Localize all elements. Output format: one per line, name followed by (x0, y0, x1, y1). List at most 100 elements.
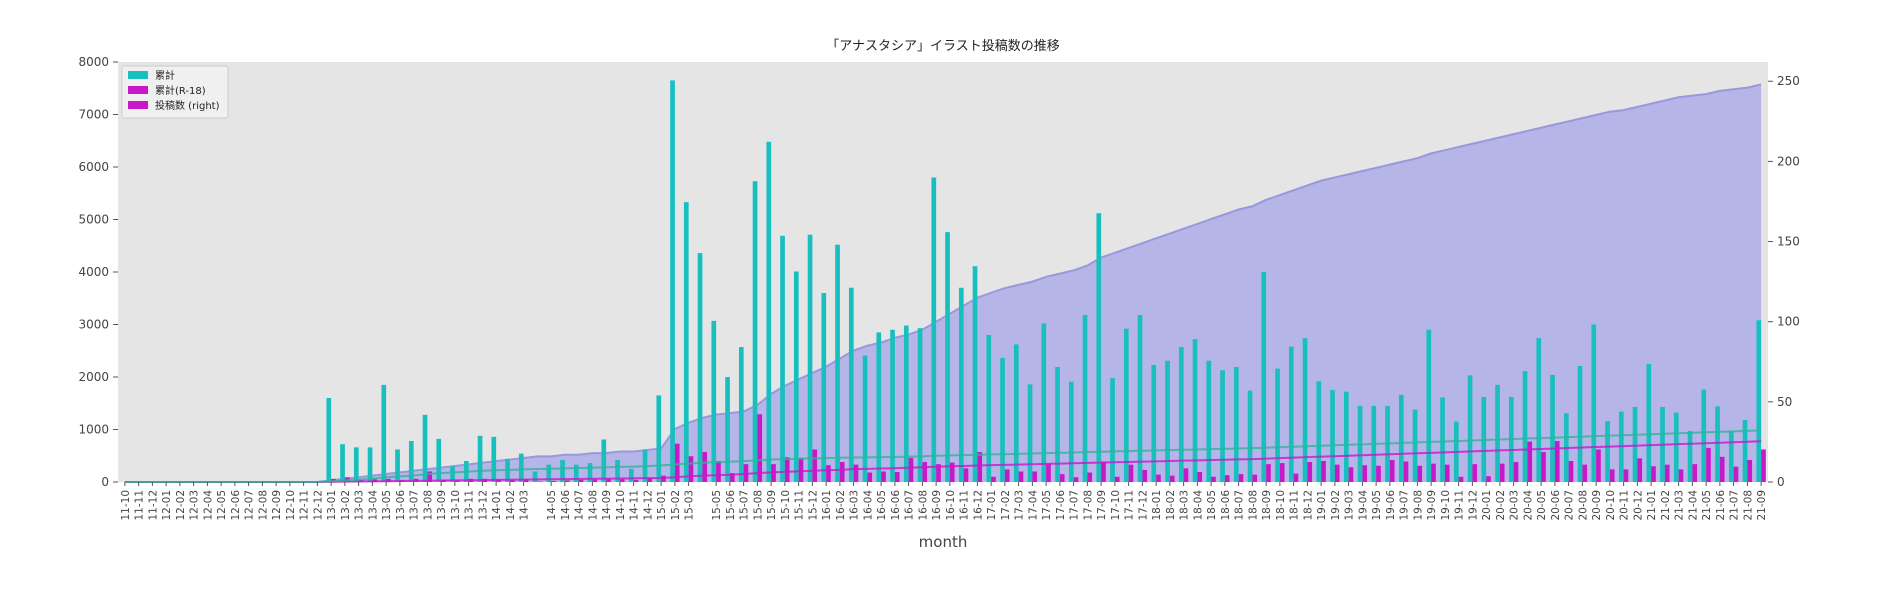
left-tick-label-1: 1000 (78, 423, 109, 437)
left-tick-label-5: 5000 (78, 213, 109, 227)
x-tick-label-66: 17-06 (1055, 490, 1067, 521)
x-tick-label-60: 16-12 (972, 490, 984, 521)
x-tick-label-27: 14-01 (491, 490, 503, 521)
x-tick-label-87: 19-03 (1344, 490, 1356, 521)
bar-1-17-12 (1142, 469, 1148, 482)
bar-1-20-01 (1486, 476, 1491, 482)
x-tick-label-35: 14-10 (615, 490, 627, 521)
x-tick-label-72: 17-12 (1137, 490, 1149, 521)
bar-1-19-10 (1444, 464, 1450, 482)
bar-0-13-03 (353, 447, 359, 482)
x-tick-label-75: 18-03 (1179, 490, 1191, 521)
x-tick-label-17: 13-03 (354, 490, 366, 521)
x-tick-label-104: 20-08 (1577, 490, 1589, 521)
bar-0-18-12 (1302, 338, 1308, 482)
x-tick-label-67: 17-07 (1069, 490, 1081, 521)
bar-0-15-06 (725, 377, 730, 482)
bar-0-13-01 (326, 398, 332, 482)
bar-0-14-06 (560, 459, 565, 482)
bar-0-19-12 (1467, 375, 1473, 482)
bar-0-21-06 (1715, 406, 1720, 482)
bar-1-17-04 (1032, 471, 1038, 482)
x-tick-label-83: 18-11 (1289, 490, 1301, 521)
bar-1-14-06 (564, 480, 570, 482)
bar-1-16-08 (922, 462, 928, 482)
x-tick-label-64: 17-04 (1027, 490, 1039, 521)
bar-1-20-06 (1554, 441, 1560, 482)
bar-1-20-10 (1609, 469, 1615, 482)
bar-1-18-01 (1156, 474, 1161, 482)
bar-0-20-10 (1605, 421, 1610, 482)
bar-0-13-06 (395, 449, 400, 482)
bar-1-16-09 (936, 464, 941, 482)
bar-0-13-12 (477, 435, 483, 482)
x-tick-label-65: 17-05 (1041, 490, 1053, 521)
x-tick-label-1: 11-11 (134, 490, 146, 521)
x-tick-label-70: 17-10 (1110, 490, 1122, 521)
bar-1-17-02 (1004, 469, 1010, 482)
bar-1-14-12 (647, 477, 653, 482)
x-tick-label-5: 12-03 (189, 490, 201, 521)
bar-1-20-12 (1637, 458, 1643, 483)
bar-1-21-04 (1692, 464, 1698, 482)
bar-0-16-09 (931, 177, 937, 482)
right-tick-label-2: 100 (1777, 315, 1800, 329)
legend-label-0: 累計 (155, 69, 175, 82)
bar-1-15-11 (798, 457, 804, 482)
x-tick-label-55: 16-07 (904, 490, 916, 521)
chart-title: 「アナスタシア」イラスト投稿数の推移 (826, 38, 1059, 54)
x-tick-label-31: 14-06 (560, 490, 572, 521)
x-tick-label-26: 13-12 (477, 490, 489, 521)
x-tick-label-85: 19-01 (1316, 490, 1328, 521)
bar-1-21-06 (1719, 456, 1725, 482)
bar-0-18-09 (1261, 272, 1267, 482)
x-tick-label-19: 13-05 (381, 490, 393, 521)
x-tick-label-44: 15-08 (752, 490, 764, 521)
x-tick-label-88: 19-04 (1357, 490, 1369, 521)
bar-1-15-04 (702, 452, 708, 482)
bar-0-15-04 (697, 253, 703, 482)
bar-1-14-03 (523, 479, 529, 483)
x-tick-label-24: 13-10 (450, 490, 462, 521)
bar-1-19-12 (1472, 464, 1478, 482)
x-tick-label-106: 20-10 (1605, 490, 1617, 521)
x-tick-label-110: 21-02 (1660, 490, 1672, 521)
bar-0-14-08 (587, 463, 593, 482)
bar-0-19-08 (1412, 409, 1418, 482)
x-tick-label-115: 21-07 (1729, 490, 1741, 521)
legend-label-2: 投稿数 (right) (155, 99, 220, 112)
x-tick-label-102: 20-06 (1550, 490, 1562, 521)
x-tick-label-36: 14-11 (629, 490, 641, 521)
x-tick-label-41: 15-05 (711, 490, 723, 521)
bar-0-14-10 (615, 459, 620, 482)
x-tick-label-33: 14-08 (587, 490, 599, 521)
x-tick-label-20: 13-06 (395, 490, 407, 521)
bar-0-17-02 (1000, 358, 1005, 482)
bar-0-20-06 (1550, 374, 1555, 482)
x-tick-label-78: 18-06 (1220, 490, 1232, 521)
x-tick-label-49: 16-01 (821, 490, 833, 521)
bar-1-14-09 (606, 478, 611, 482)
x-tick-label-76: 18-04 (1192, 490, 1204, 521)
x-tick-label-54: 16-06 (890, 490, 902, 521)
bar-0-18-06 (1220, 370, 1225, 482)
x-tick-label-14: 12-12 (312, 490, 324, 521)
bar-1-15-08 (757, 414, 763, 482)
x-tick-label-108: 20-12 (1632, 490, 1644, 521)
x-tick-label-96: 19-12 (1467, 490, 1479, 521)
bar-1-21-07 (1733, 466, 1739, 482)
bar-0-15-02 (670, 80, 675, 483)
bar-1-19-05 (1376, 465, 1381, 482)
x-tick-label-57: 16-09 (931, 490, 943, 521)
bar-0-19-03 (1343, 391, 1349, 482)
bar-0-21-08 (1742, 420, 1748, 482)
bar-0-19-10 (1440, 397, 1445, 482)
bar-0-16-05 (876, 332, 882, 483)
legend-label-1: 累計(R-18) (155, 84, 206, 97)
x-tick-label-89: 19-05 (1371, 490, 1383, 521)
x-tick-label-12: 12-10 (285, 490, 297, 521)
bar-1-21-09 (1761, 449, 1766, 482)
x-axis-label: month (919, 533, 968, 551)
bar-1-15-12 (812, 449, 818, 482)
bar-0-21-03 (1673, 412, 1679, 482)
